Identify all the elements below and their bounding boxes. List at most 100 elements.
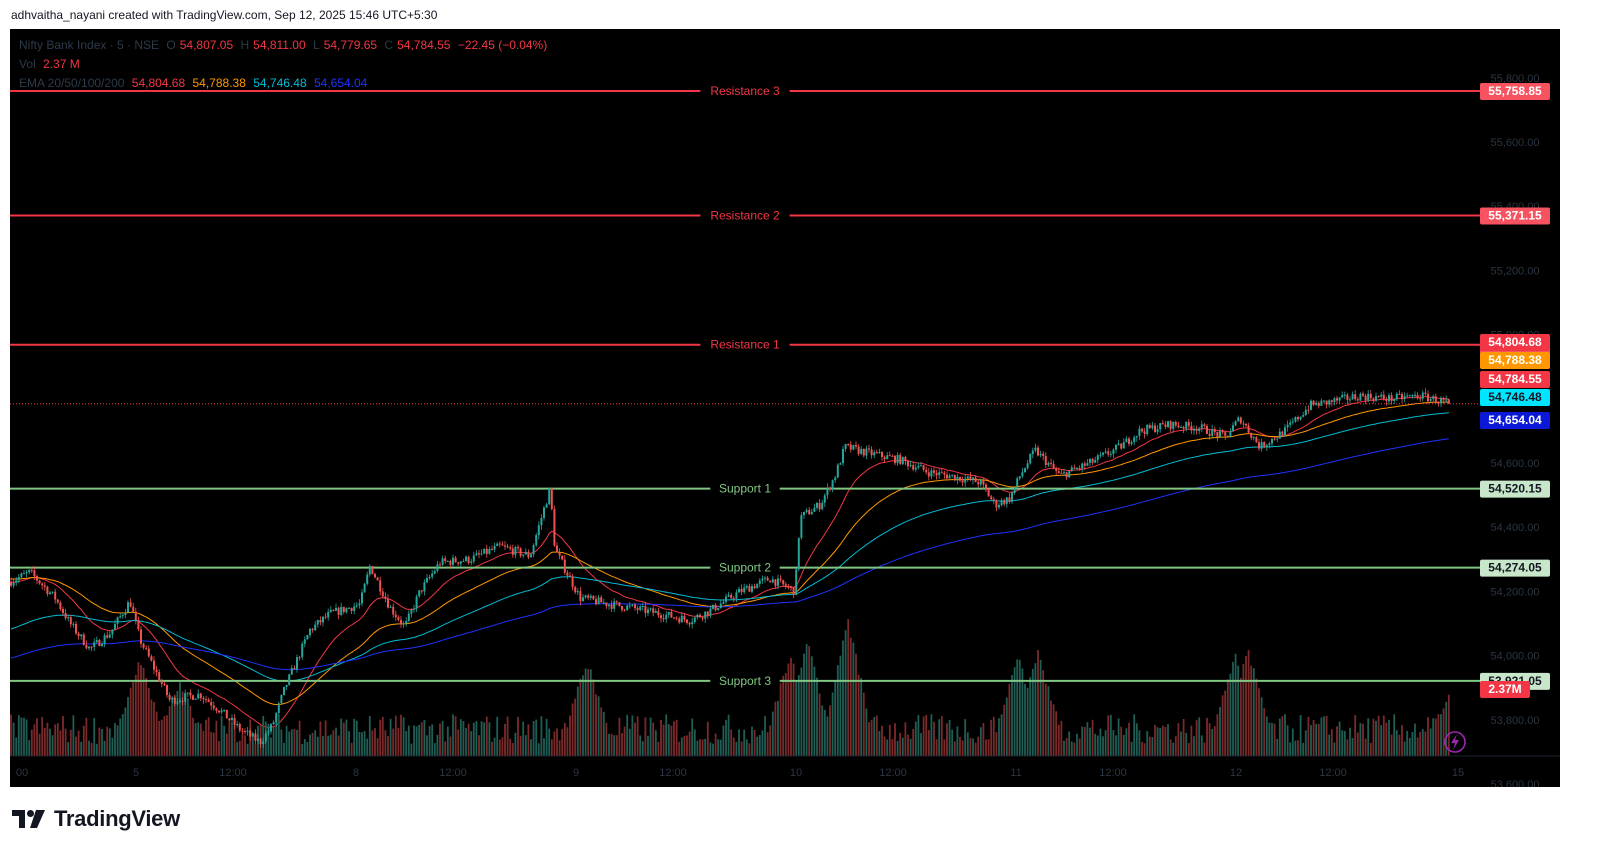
candle-body — [202, 698, 205, 700]
volume-bar — [530, 739, 532, 756]
candle-body — [782, 580, 785, 585]
candle-body — [501, 544, 504, 546]
volume-bar — [1442, 708, 1445, 756]
volume-bar — [1367, 718, 1370, 756]
volume-bar — [649, 717, 652, 756]
volume-bar — [1263, 708, 1266, 756]
candle-body — [1013, 487, 1016, 493]
volume-bar — [686, 735, 688, 756]
level-price-tag: 55,758.85 — [1488, 84, 1542, 98]
candle-body — [998, 505, 1000, 508]
volume-bar — [1393, 714, 1396, 756]
volume-bar — [751, 726, 753, 756]
candle-body — [1250, 432, 1253, 438]
volume-bar — [904, 722, 907, 756]
candle-body — [535, 535, 538, 546]
candle-body — [1102, 452, 1104, 455]
candle-body — [439, 564, 441, 566]
candle-body — [644, 605, 647, 614]
volume-bar — [462, 721, 465, 756]
volume-bar — [1044, 683, 1047, 756]
price-tick-label: 53,600.00 — [1491, 779, 1540, 787]
volume-bar — [886, 739, 889, 756]
volume-bar — [699, 739, 701, 756]
candle-body — [1299, 416, 1302, 420]
candle-body — [621, 606, 623, 610]
volume-bar — [15, 737, 18, 756]
volume-bar — [127, 697, 129, 756]
candle-body — [324, 616, 327, 618]
volume-bar — [735, 741, 738, 756]
candle-body — [717, 608, 720, 611]
volume-bar — [527, 724, 530, 756]
volume-bar — [1224, 690, 1227, 756]
volume-bar — [738, 729, 740, 756]
candle-body — [959, 476, 961, 481]
candle-body — [803, 511, 805, 516]
candle-body — [1003, 500, 1006, 505]
volume-bar — [236, 742, 239, 756]
candle-body — [418, 590, 421, 597]
candle-body — [935, 472, 938, 476]
volume-bar — [275, 717, 278, 756]
ema50-line — [10, 401, 1449, 706]
price-tick-label: 55,800.00 — [1491, 73, 1540, 85]
candle-body — [709, 608, 712, 616]
candle-body — [1193, 429, 1195, 431]
volume-bar — [467, 723, 470, 756]
candle-body — [1000, 500, 1003, 506]
candle-body — [459, 561, 462, 564]
volume-bar — [1174, 736, 1177, 756]
candle-body — [777, 578, 779, 586]
volume-bar — [1013, 667, 1016, 756]
candle-body — [1057, 471, 1060, 473]
volume-bar — [540, 716, 543, 756]
volume-bar — [842, 640, 844, 756]
volume-bar — [389, 718, 392, 756]
volume-bar — [142, 667, 145, 756]
candle-body — [922, 465, 925, 470]
volume-bar — [163, 716, 166, 756]
volume-bar — [587, 669, 590, 756]
volume-bar — [20, 717, 23, 756]
candle-body — [821, 502, 824, 510]
candle-body — [192, 695, 194, 700]
volume-bar — [1104, 730, 1107, 756]
candle-body — [969, 476, 972, 481]
candle-body — [1234, 421, 1237, 426]
candle-body — [376, 577, 379, 581]
legend-ema100: 54,746.48 — [253, 76, 307, 90]
volume-bar — [670, 725, 673, 756]
volume-bar — [306, 741, 309, 756]
candle-body — [444, 558, 447, 562]
candle-body — [878, 451, 881, 453]
candle-body — [358, 603, 361, 606]
volume-bar — [413, 725, 415, 756]
tradingview-logo-icon — [12, 810, 45, 828]
candle-body — [706, 611, 709, 616]
candle-body — [829, 487, 831, 490]
candle-body — [496, 543, 499, 546]
volume-bar — [309, 734, 311, 756]
volume-bar — [1286, 725, 1289, 756]
price-chart[interactable]: Resistance 3 Resistance 2 Resistance 1 Supp… — [10, 29, 1560, 787]
candle-body — [114, 623, 116, 630]
candle-body — [855, 445, 857, 447]
candle-body — [384, 596, 387, 599]
candle-body — [212, 705, 215, 709]
volume-bar — [350, 742, 353, 756]
lightning-icon[interactable] — [1444, 731, 1466, 753]
volume-bar — [1401, 725, 1403, 756]
volume-bar — [1411, 732, 1414, 756]
candle-body — [511, 548, 514, 555]
time-tick-label: 15 — [1452, 767, 1464, 779]
volume-bar — [982, 723, 985, 756]
volume-bar — [875, 715, 878, 756]
volume-bar — [1310, 725, 1312, 756]
volume-bar — [116, 725, 119, 756]
volume-bar — [485, 716, 488, 756]
chart-frame[interactable]: Resistance 3 Resistance 2 Resistance 1 Supp… — [10, 29, 1560, 787]
candle-body — [1258, 442, 1260, 449]
volume-bar — [1089, 727, 1091, 756]
candle-body — [389, 606, 392, 608]
